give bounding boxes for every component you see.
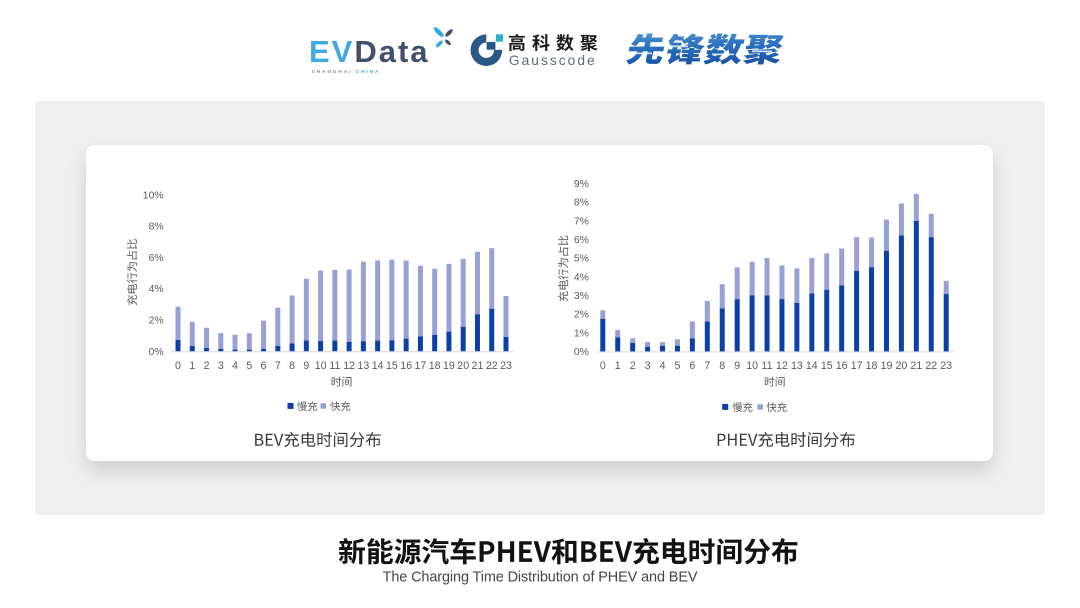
svg-text:8%: 8% <box>574 198 589 209</box>
svg-text:3%: 3% <box>574 291 589 302</box>
svg-text:1: 1 <box>615 360 621 372</box>
svg-text:6: 6 <box>689 360 695 372</box>
svg-text:22: 22 <box>925 360 937 372</box>
svg-text:2%: 2% <box>149 316 164 327</box>
svg-text:11: 11 <box>329 360 340 372</box>
svg-text:Gausscode: Gausscode <box>509 53 597 68</box>
svg-text:5: 5 <box>674 360 680 372</box>
svg-text:15: 15 <box>386 360 398 372</box>
svg-text:3: 3 <box>218 360 224 372</box>
svg-text:1: 1 <box>189 360 195 372</box>
svg-text:21: 21 <box>910 360 922 372</box>
svg-text:9: 9 <box>303 360 309 372</box>
svg-text:7%: 7% <box>574 216 589 227</box>
svg-text:15: 15 <box>821 360 833 372</box>
svg-text:8: 8 <box>719 360 725 372</box>
svg-text:10%: 10% <box>143 190 164 201</box>
svg-text:1%: 1% <box>574 328 589 339</box>
svg-text:0: 0 <box>175 360 181 372</box>
svg-text:2: 2 <box>204 360 210 372</box>
svg-text:The Charging Time Distribution: The Charging Time Distribution of PHEV a… <box>383 570 698 586</box>
svg-text:4: 4 <box>660 360 666 372</box>
svg-text:2: 2 <box>630 360 636 372</box>
svg-text:0%: 0% <box>149 347 164 358</box>
svg-text:12: 12 <box>776 360 788 372</box>
svg-text:EVData: EVData <box>309 34 430 69</box>
svg-text:16: 16 <box>836 360 848 372</box>
svg-text:2%: 2% <box>574 310 589 321</box>
svg-text:0%: 0% <box>574 347 589 358</box>
svg-text:17: 17 <box>851 360 863 372</box>
svg-text:5%: 5% <box>574 254 589 265</box>
svg-text:23: 23 <box>940 360 952 372</box>
svg-text:20: 20 <box>457 360 469 372</box>
svg-text:7: 7 <box>275 360 281 372</box>
svg-text:19: 19 <box>443 360 455 372</box>
svg-text:18: 18 <box>429 360 441 372</box>
svg-text:6: 6 <box>261 360 267 372</box>
svg-text:10: 10 <box>746 360 758 372</box>
svg-text:20: 20 <box>896 360 908 372</box>
svg-text:22: 22 <box>486 360 498 372</box>
svg-text:10: 10 <box>315 360 327 372</box>
svg-text:12: 12 <box>343 360 355 372</box>
svg-text:6%: 6% <box>574 235 589 246</box>
svg-text:11: 11 <box>762 360 773 372</box>
svg-text:14: 14 <box>372 360 384 372</box>
svg-text:13: 13 <box>791 360 803 372</box>
svg-text:3: 3 <box>645 360 651 372</box>
svg-text:8: 8 <box>289 360 295 372</box>
svg-text:13: 13 <box>357 360 369 372</box>
svg-text:4%: 4% <box>149 284 164 295</box>
svg-text:9: 9 <box>734 360 740 372</box>
svg-text:SHANGHAI CHINA: SHANGHAI CHINA <box>312 69 381 75</box>
svg-text:14: 14 <box>806 360 818 372</box>
svg-text:5: 5 <box>246 360 252 372</box>
svg-text:9%: 9% <box>574 179 589 190</box>
svg-text:17: 17 <box>415 360 427 372</box>
svg-text:7: 7 <box>704 360 710 372</box>
svg-text:18: 18 <box>866 360 878 372</box>
svg-text:16: 16 <box>400 360 412 372</box>
svg-text:4%: 4% <box>574 272 589 283</box>
svg-text:23: 23 <box>500 360 512 372</box>
svg-text:6%: 6% <box>149 253 164 264</box>
svg-text:8%: 8% <box>149 222 164 233</box>
svg-text:0: 0 <box>600 360 606 372</box>
svg-text:21: 21 <box>472 360 484 372</box>
svg-text:19: 19 <box>881 360 893 372</box>
svg-text:4: 4 <box>232 360 238 372</box>
